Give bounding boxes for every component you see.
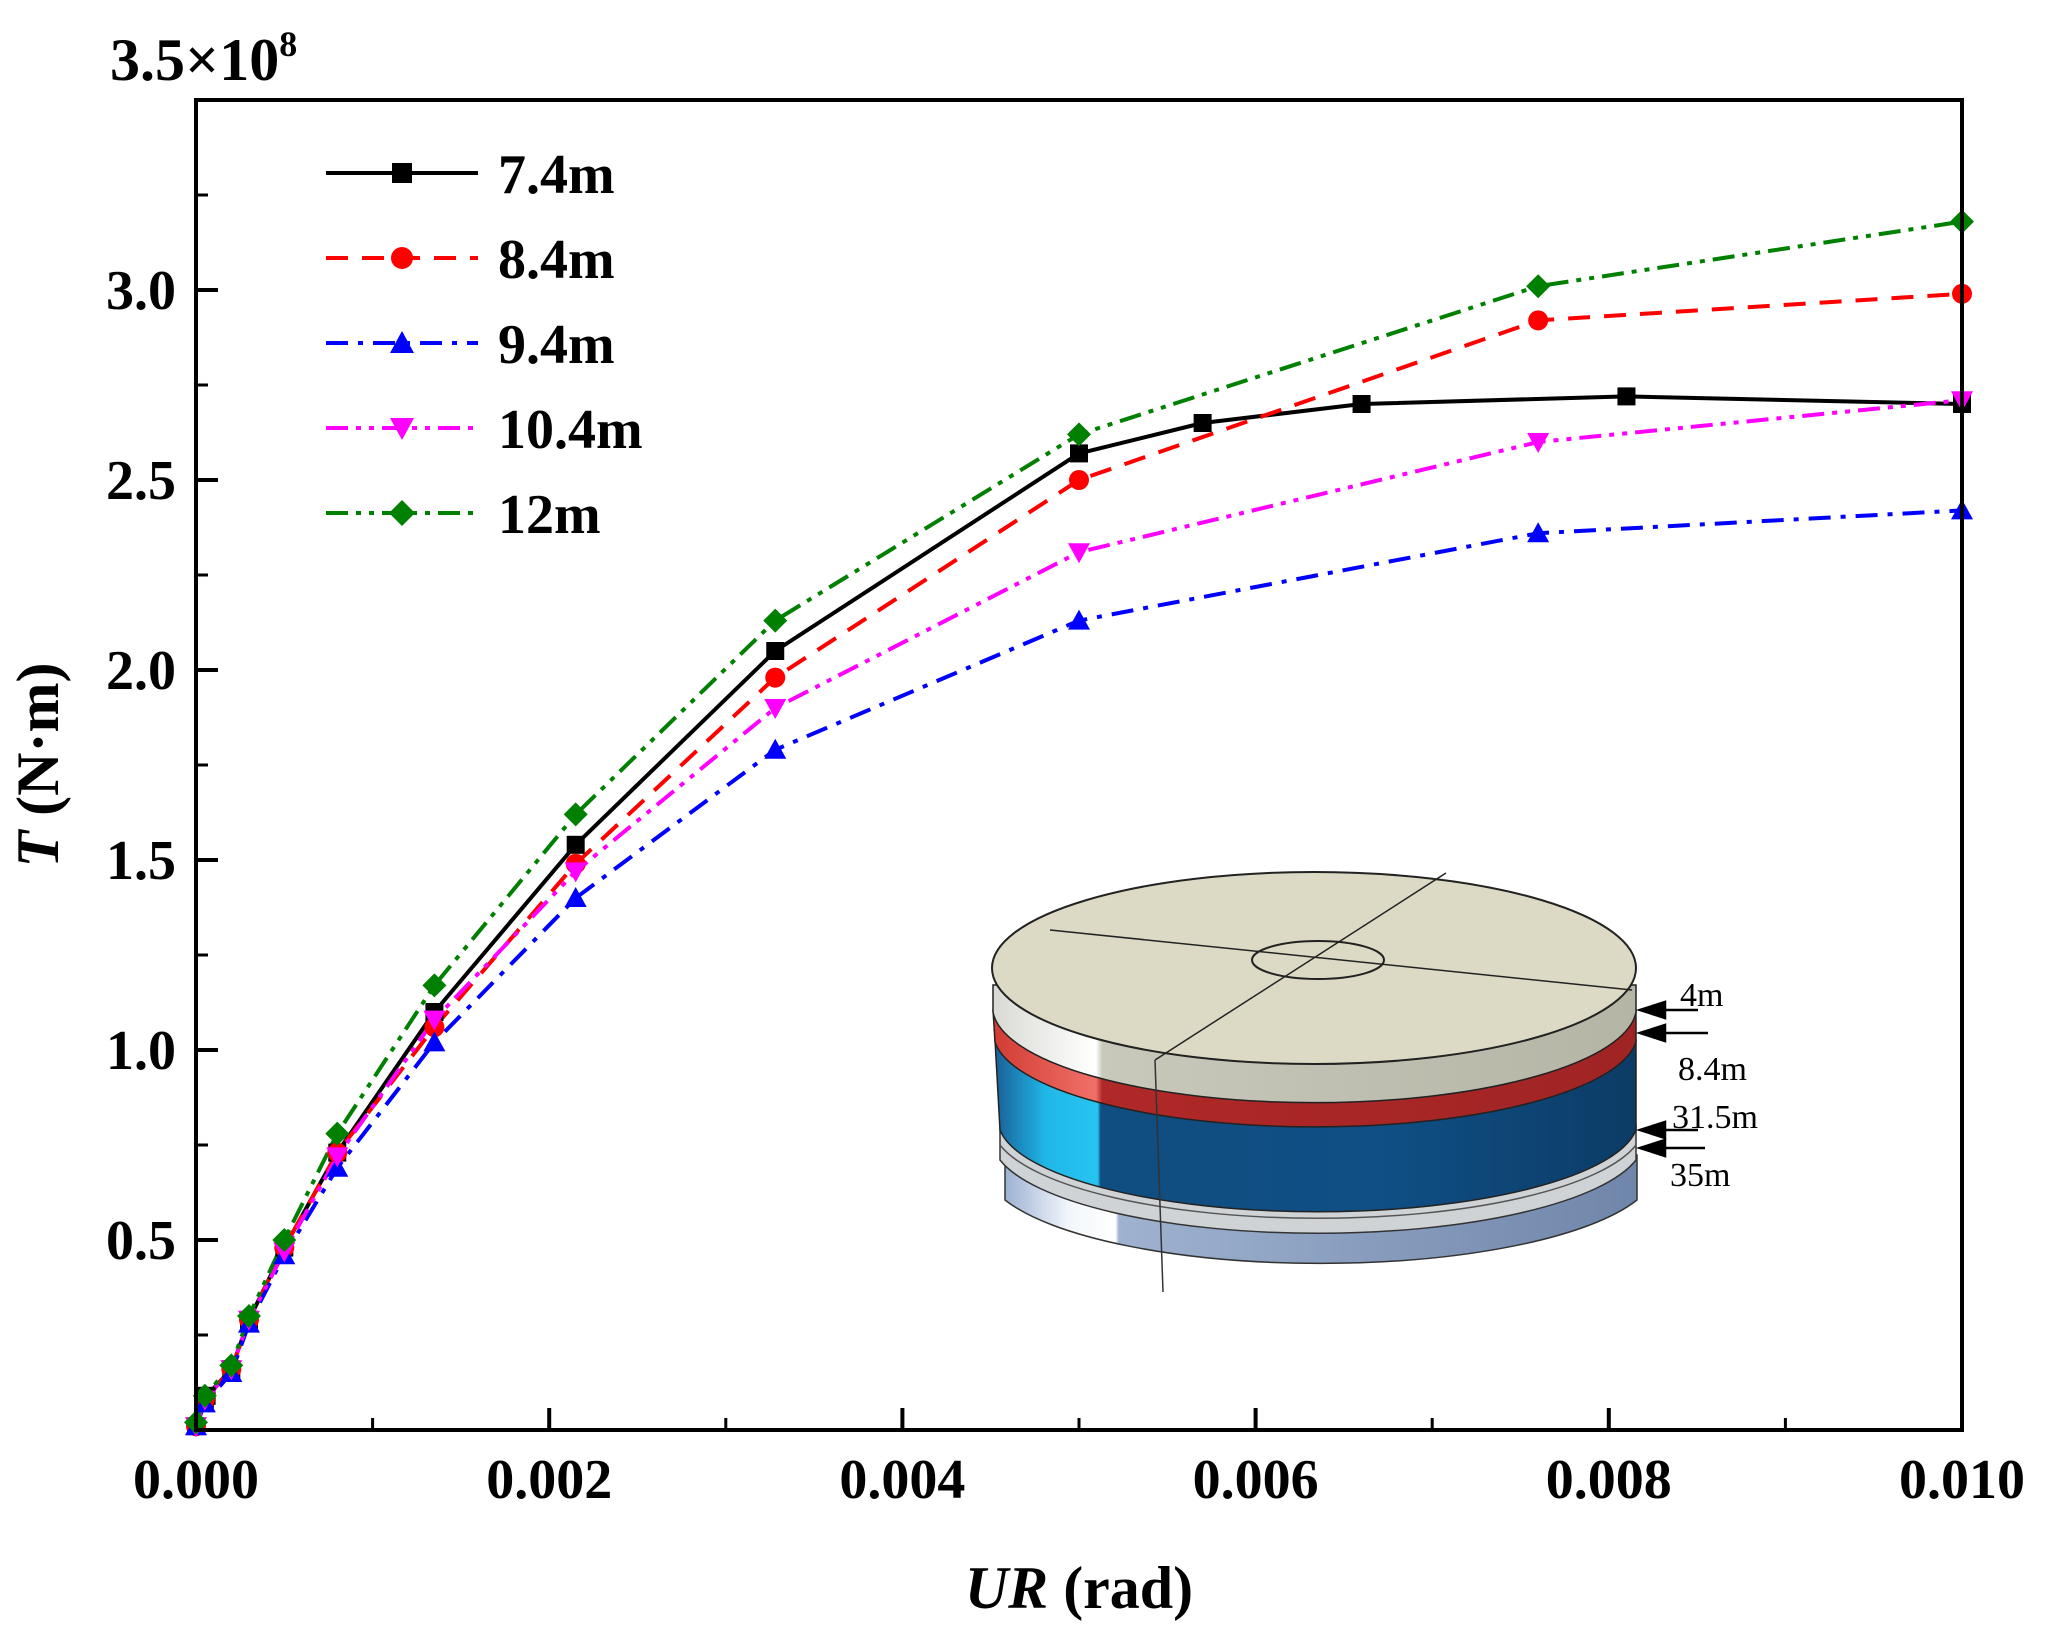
data-point-8-4m: [1069, 470, 1089, 490]
data-point-12m: [219, 1353, 244, 1378]
x-tick-label: 0.004: [839, 1449, 965, 1511]
x-tick-label: 0.002: [486, 1449, 612, 1511]
inset-label-8-4m: 8.4m: [1678, 1051, 1747, 1088]
data-point-9-4m: [764, 738, 787, 759]
data-point-9-4m: [423, 1031, 446, 1052]
data-point-12m: [563, 802, 588, 827]
series-layer: [196, 219, 1962, 1427]
data-point-7-4m: [566, 835, 585, 854]
data-point-12m: [325, 1121, 350, 1146]
data-point-10-4m: [423, 1010, 446, 1031]
data-point-7-4m: [1070, 444, 1088, 463]
data-point-12m: [1526, 274, 1551, 299]
data-point-8-4m: [765, 667, 786, 688]
inset-top-inner-circle: [1251, 940, 1385, 980]
data-point-12m: [236, 1304, 261, 1328]
data-point-10-4m: [1527, 433, 1550, 453]
x-tick-label: 0.006: [1193, 1449, 1319, 1511]
inset-label-4m: 4m: [1680, 977, 1723, 1014]
inset-label-35m: 35m: [1670, 1157, 1730, 1194]
y-axis-multiplier: 3.5×108: [110, 24, 297, 93]
data-point-10-4m: [764, 699, 787, 719]
legend-marker: [391, 247, 413, 269]
plot-frame: [194, 98, 1964, 1432]
inset-label-31-5m: 31.5m: [1672, 1099, 1758, 1136]
inset-seam: [1154, 1059, 1164, 1293]
y-tick-label: 2.0: [106, 640, 176, 702]
data-point-7-4m: [766, 642, 785, 660]
x-tick-label: 0.000: [133, 1449, 259, 1511]
legend: 7.4m 8.4m 9.4m 10.4m 12m: [326, 144, 643, 546]
axis-ticks: 0.000 0.002 0.004 0.006 0.008 0.010 0.5 1.0 1.5 2…: [106, 193, 2025, 1511]
data-point-7-4m: [1193, 414, 1212, 432]
data-point-12m: [272, 1228, 297, 1252]
data-point-12m: [763, 608, 788, 633]
y-tick-label: 3.0: [106, 260, 176, 322]
inset-layer-grey-line: [999, 1144, 1637, 1220]
data-point-9-4m: [564, 887, 587, 907]
x-axis-title: UR (rad): [965, 1555, 1193, 1621]
legend-marker: [392, 163, 412, 183]
inset-top-line-2: [1049, 929, 1633, 991]
y-tick-label: 2.5: [106, 450, 176, 512]
x-tick-label: 0.010: [1899, 1449, 2025, 1511]
data-point-10-4m: [326, 1147, 349, 1168]
legend-label: 9.4m: [498, 314, 615, 376]
data-point-12m: [1067, 422, 1091, 447]
data-point-7-4m: [1352, 395, 1371, 413]
legend-marker: [389, 500, 415, 526]
series-line-12m: [196, 219, 1962, 1424]
legend-label: 8.4m: [498, 229, 615, 291]
data-point-12m: [192, 1383, 217, 1408]
x-tick-label: 0.008: [1546, 1449, 1672, 1511]
data-point-9-4m: [1527, 522, 1550, 543]
data-point-7-4m: [1617, 387, 1636, 406]
data-point-12m: [422, 973, 447, 998]
inset-top-line-1: [1154, 872, 1447, 1061]
inset-cylinder-illustration: 4m 8.4m 31.5m 35m: [991, 871, 1758, 1293]
series-line-8-4m: [196, 291, 1962, 1427]
legend-label: 12m: [498, 484, 601, 546]
data-point-9-4m: [1068, 609, 1090, 630]
y-tick-label: 1.0: [106, 1020, 176, 1082]
y-axis-title: T (N·m): [5, 663, 71, 868]
y-tick-label: 0.5: [106, 1210, 176, 1272]
data-point-10-4m: [1068, 543, 1090, 564]
data-point-8-4m: [1528, 310, 1549, 331]
legend-marker: [390, 331, 414, 353]
legend-label: 7.4m: [498, 144, 615, 206]
data-point-10-4m: [273, 1242, 296, 1263]
inset-top-face: [991, 871, 1637, 1065]
legend-marker: [390, 418, 414, 440]
markers-layer: [184, 209, 1974, 1438]
data-point-10-4m: [564, 862, 587, 883]
inset-dimension-arrows: [1635, 1000, 1708, 1158]
y-tick-label: 1.5: [106, 830, 176, 892]
legend-label: 10.4m: [498, 399, 643, 461]
